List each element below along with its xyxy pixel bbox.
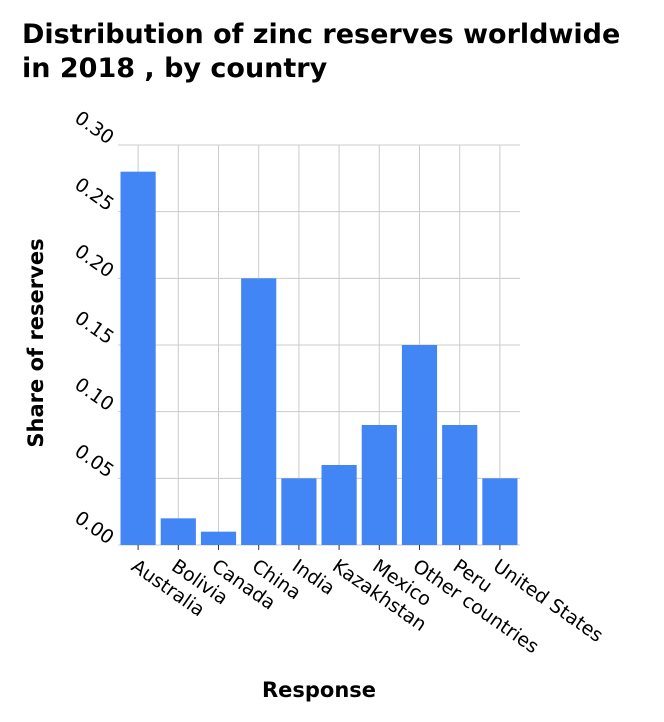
bar-other-countries [401,345,438,545]
bar-australia [120,171,156,545]
y-tick-label: 0.05 [70,440,117,482]
bars [120,171,518,545]
y-tick-label: 0.20 [70,240,117,282]
bar-india [281,478,317,545]
y-tick-label: 0.30 [70,107,117,149]
bar-mexico [361,425,397,545]
bar-peru [442,425,478,545]
chart-title: Distribution of zinc reserves worldwide … [22,19,621,84]
x-axis-label: Response [261,678,377,702]
bar-kazakhstan [321,465,357,545]
y-tick-labels: 0.00 0.05 0.10 0.15 0.20 0.25 0.30 [70,107,117,549]
y-tick-label: 0.25 [70,173,117,215]
y-tick-label: 0.10 [70,373,117,415]
bar-bolivia [160,518,196,545]
bar-united-states [482,478,518,545]
bar-china [241,278,277,545]
y-tick-label: 0.15 [70,307,117,349]
bar-canada [200,531,237,545]
x-tick-labels: AustraliaBoliviaCanadaChinaIndiaKazakhst… [127,555,607,658]
y-tick-label: 0.00 [70,507,117,549]
